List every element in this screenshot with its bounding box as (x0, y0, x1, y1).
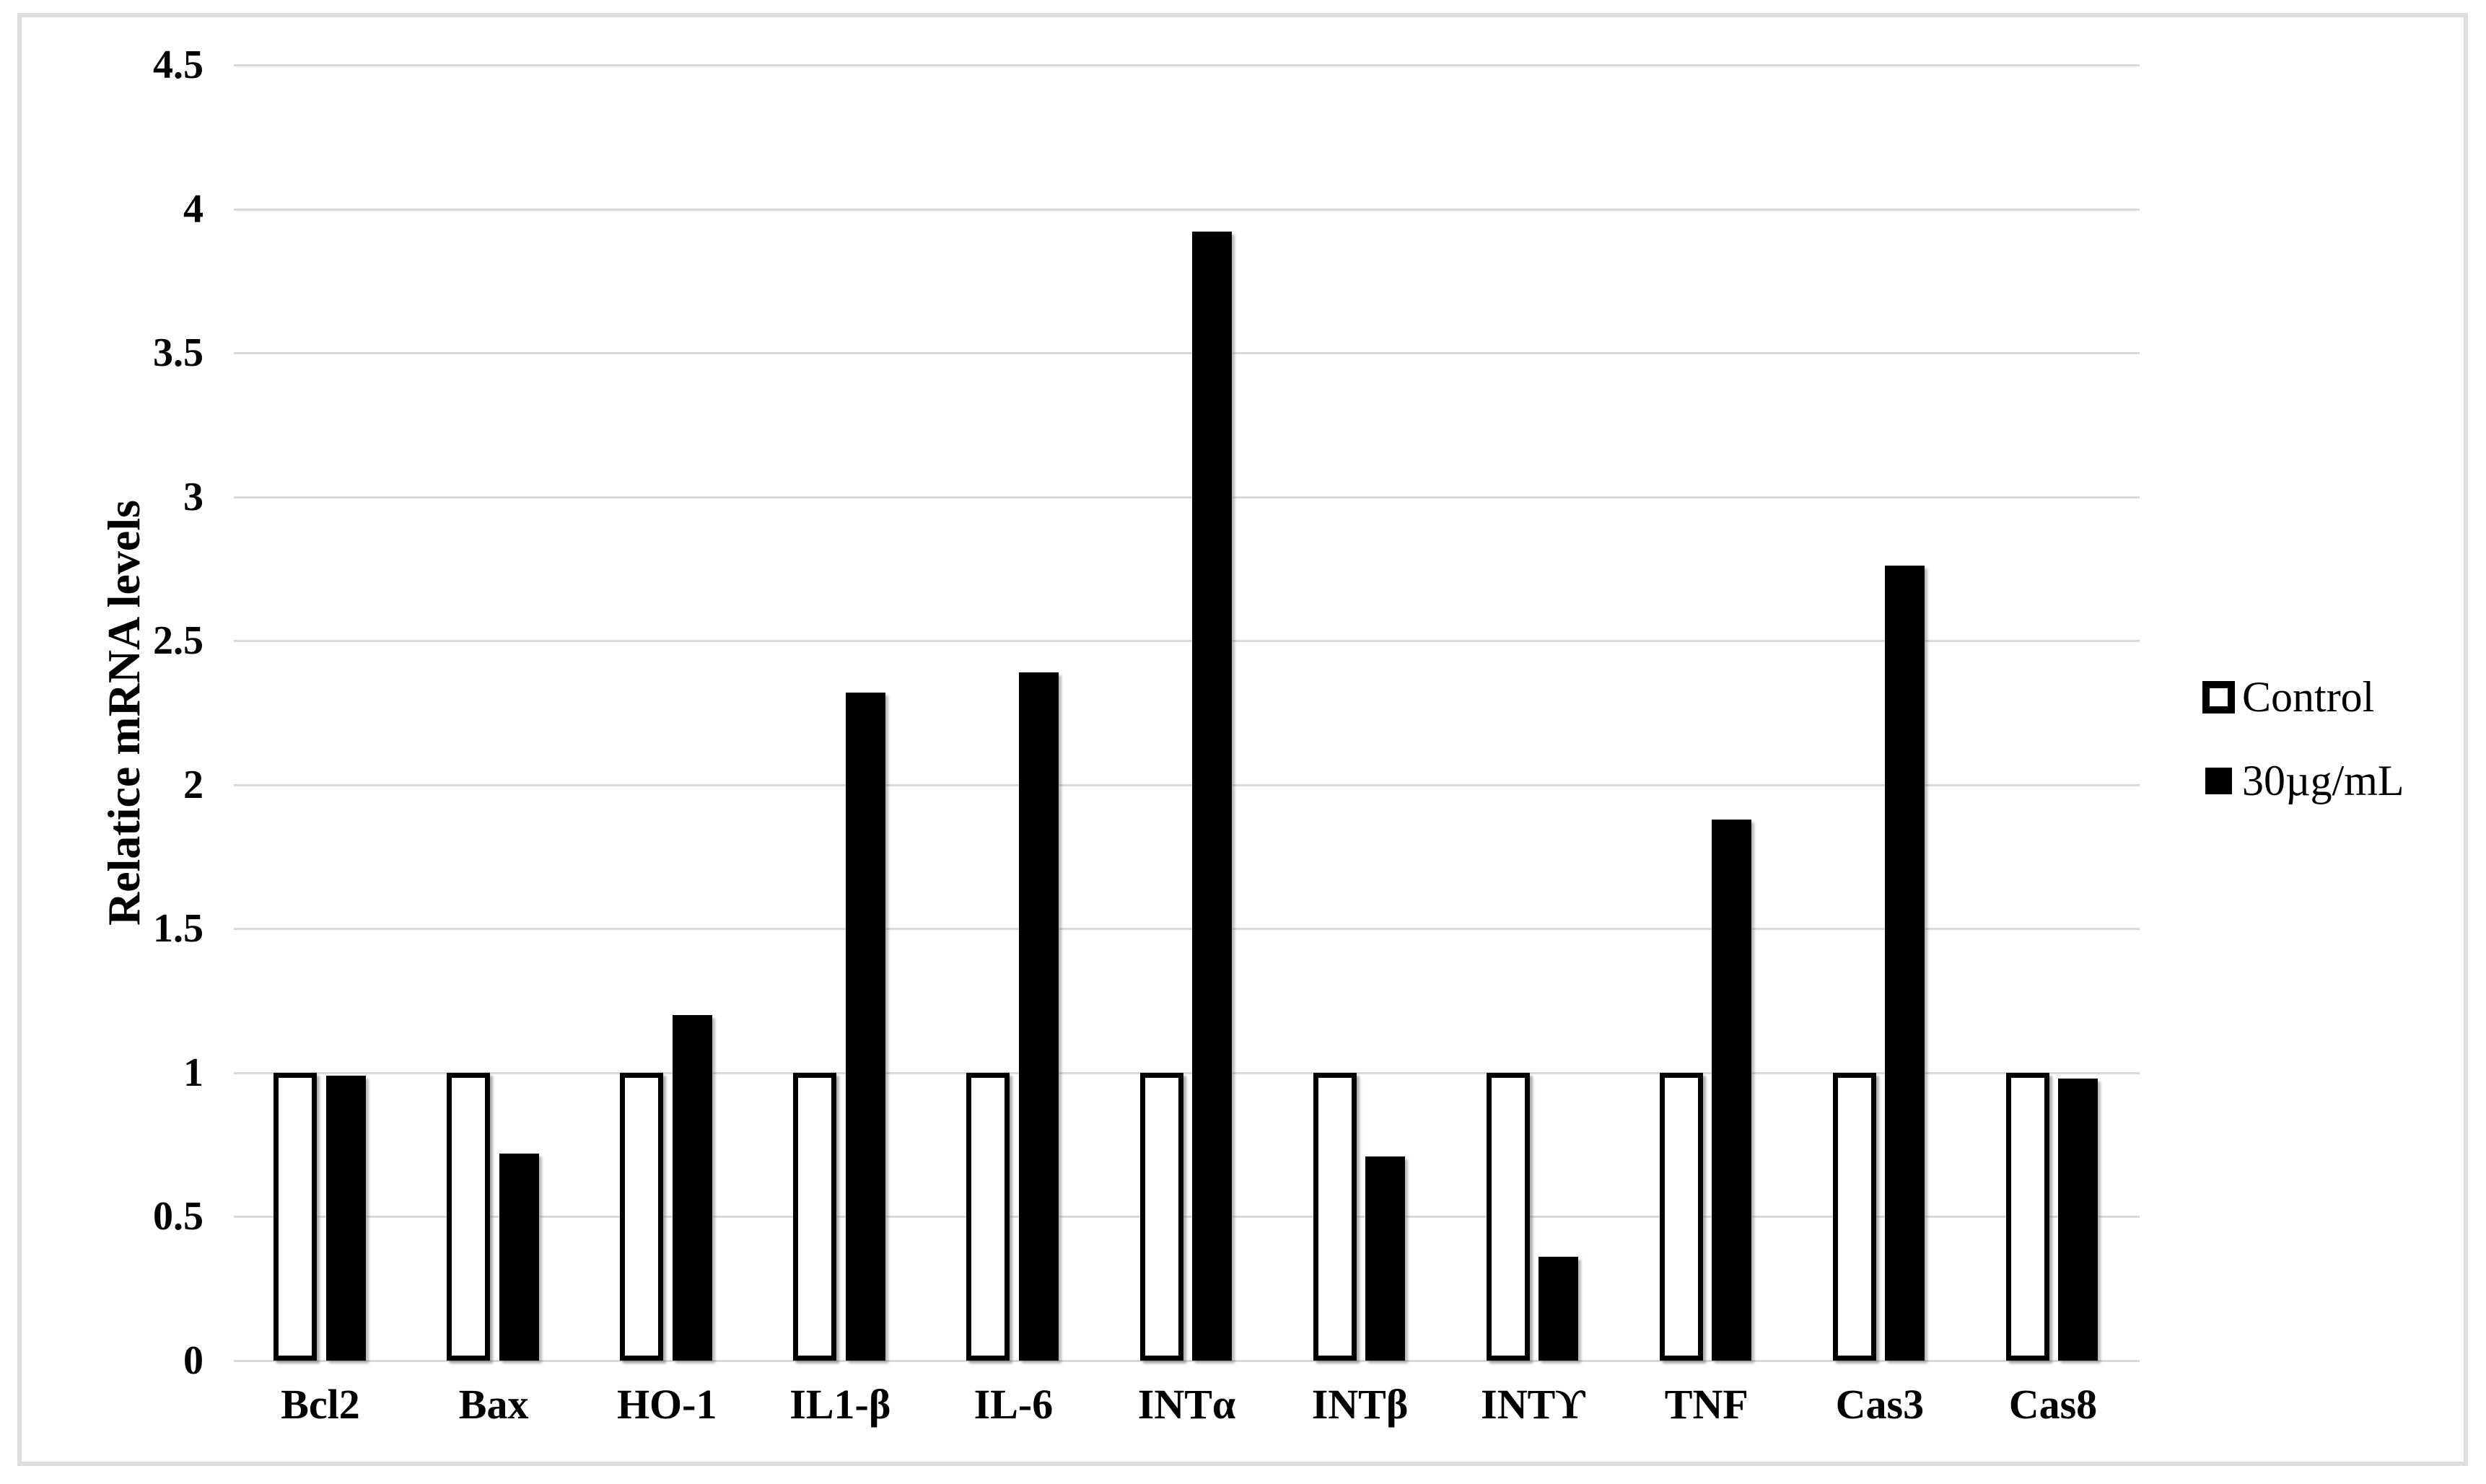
bar-control-cas3 (1832, 1073, 1876, 1361)
gridline (234, 64, 2140, 66)
bar-control-il-6 (966, 1073, 1010, 1361)
gridline (234, 496, 2140, 499)
bar-30-g-ml-int (1192, 232, 1232, 1361)
y-tick-label-1-5: 1.5 (153, 906, 203, 952)
legend-item-control: Control (2202, 671, 2404, 723)
y-tick-label-4-5: 4.5 (153, 43, 203, 87)
bar-30-g-ml-ho-1 (672, 1015, 712, 1361)
x-tick-label-il-6: IL-6 (973, 1381, 1054, 1428)
bar-control-tnf (1659, 1073, 1703, 1361)
legend-swatch-outlined-icon (2202, 680, 2235, 714)
bar-control-bax (447, 1073, 491, 1361)
gridline (234, 640, 2140, 643)
gridline (234, 783, 2140, 786)
x-tick-label-int: INTβ (1311, 1381, 1409, 1428)
y-tick-label-3: 3 (183, 474, 203, 519)
x-tick-label-int: INTα (1137, 1381, 1236, 1428)
gridline (234, 1071, 2140, 1074)
bar-30-g-ml-bax (499, 1154, 539, 1361)
legend-swatch-filled-icon (2205, 767, 2232, 794)
bar-control-cas8 (2005, 1073, 2049, 1361)
legend-item-30-g-ml: 30µg/mL (2202, 755, 2404, 807)
bar-30-g-ml-cas8 (2058, 1079, 2098, 1361)
bar-control-bcl2 (273, 1073, 318, 1361)
y-tick-label-3-5: 3.5 (153, 330, 203, 376)
gridline (234, 928, 2140, 931)
y-tick-label-2-5: 2.5 (153, 618, 203, 664)
bar-30-g-ml-int (1365, 1156, 1406, 1361)
legend-label: 30µg/mL (2242, 757, 2404, 804)
bar-30-g-ml-int (1539, 1257, 1579, 1361)
legend-label: Control (2242, 673, 2375, 721)
x-tick-label-cas8: Cas8 (2008, 1381, 2098, 1428)
y-tick-label-0: 0 (183, 1338, 203, 1383)
y-tick-label-1: 1 (183, 1050, 203, 1095)
bar-control-il1 (793, 1073, 837, 1361)
x-tick-label-il1: IL1-β (789, 1381, 891, 1428)
x-axis-line (234, 1360, 2140, 1362)
x-tick-label-ho-1: HO-1 (616, 1381, 717, 1428)
x-tick-label-cas3: Cas3 (1835, 1381, 1925, 1428)
bar-30-g-ml-il-6 (1018, 672, 1059, 1361)
bar-30-g-ml-cas3 (1885, 566, 1925, 1361)
legend: Control 30µg/mL (2202, 671, 2404, 807)
gridline (234, 208, 2140, 211)
x-tick-label-bcl2: Bcl2 (281, 1381, 360, 1428)
y-tick-label-0-5: 0.5 (153, 1194, 203, 1239)
bar-control-int (1139, 1073, 1183, 1361)
bar-30-g-ml-tnf (1712, 820, 1752, 1361)
bar-control-int (1313, 1073, 1357, 1361)
bar-control-int (1486, 1073, 1530, 1361)
bar-30-g-ml-il1 (845, 693, 885, 1361)
figure-border (17, 13, 2468, 1466)
bar-control-ho-1 (620, 1073, 664, 1361)
y-tick-label-4: 4 (183, 186, 203, 232)
plot-area (234, 64, 2140, 1362)
y-axis-title: Relatice mRNA levels (98, 499, 149, 926)
y-tick-label-2: 2 (183, 762, 203, 807)
x-tick-label-bax: Bax (458, 1381, 529, 1428)
x-tick-label-int: INTϒ (1481, 1381, 1586, 1428)
bar-30-g-ml-bcl2 (325, 1076, 366, 1361)
x-tick-label-tnf: TNF (1664, 1381, 1748, 1428)
gridline (234, 352, 2140, 355)
gridline (234, 1216, 2140, 1219)
